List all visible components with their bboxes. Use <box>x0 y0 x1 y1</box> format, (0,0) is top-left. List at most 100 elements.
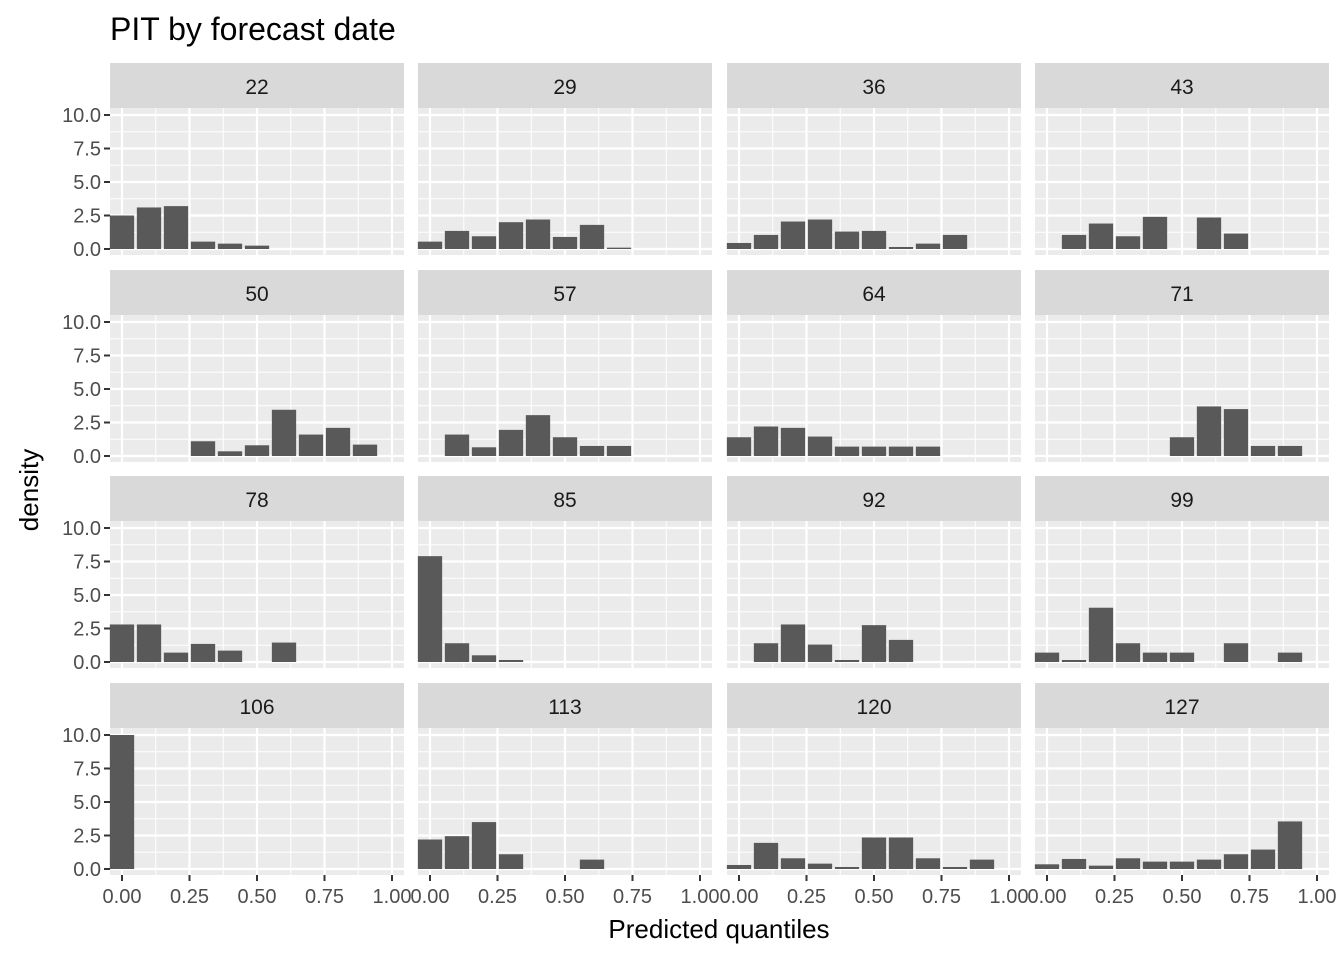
histogram-bar <box>861 446 887 456</box>
facet-strip <box>418 683 712 728</box>
facet-strip <box>110 476 404 521</box>
histogram-bar <box>444 230 470 249</box>
histogram-bar <box>888 446 914 456</box>
histogram-bar <box>498 222 524 249</box>
histogram-bar <box>1277 652 1303 662</box>
histogram-bar <box>190 241 216 249</box>
histogram-bar <box>726 437 752 456</box>
facet-strip-label: 78 <box>245 489 268 512</box>
x-tick-label: 0.25 <box>170 886 209 908</box>
histogram-bar <box>888 639 914 662</box>
y-tick-label: 2.5 <box>73 619 101 641</box>
histogram-bar <box>1115 643 1141 662</box>
histogram-bar <box>753 643 779 662</box>
histogram-bar <box>109 624 135 662</box>
histogram-bar <box>552 437 578 456</box>
histogram-bar <box>471 447 497 456</box>
y-tick-label: 0.0 <box>73 652 101 674</box>
facet-strip <box>1035 683 1329 728</box>
histogram-bar <box>1223 643 1249 662</box>
histogram-bar <box>807 436 833 456</box>
histogram-bar <box>417 839 443 869</box>
x-tick-label: 0.00 <box>411 886 450 908</box>
facet-strip <box>1035 476 1329 521</box>
histogram-bar <box>834 659 860 662</box>
histogram-bar <box>244 445 270 456</box>
histogram-bar <box>190 441 216 456</box>
histogram-bar <box>109 735 135 869</box>
histogram-bar <box>325 427 351 456</box>
histogram-bar <box>861 625 887 662</box>
facet-panel-106: 106 0.0 2.5 5.0 7.5 10.0 0.00 0.25 0.50 0.75 1.00 <box>62 683 411 908</box>
facet-strip <box>727 683 1021 728</box>
histogram-bar <box>1169 652 1195 662</box>
histogram-bar <box>753 842 779 869</box>
facet-panel-120: 120 0.00 0.25 0.50 0.75 1.00 <box>720 683 1029 908</box>
facet-panel-85: 85 <box>417 476 712 668</box>
y-tick-label: 5.0 <box>73 379 101 401</box>
facet-strip-label: 99 <box>1170 489 1193 512</box>
histogram-bar <box>471 236 497 249</box>
histogram-bar <box>217 451 243 456</box>
y-tick-label: 10.0 <box>62 518 101 540</box>
histogram-bar <box>1196 859 1222 869</box>
histogram-bar <box>271 642 297 662</box>
histogram-bar <box>471 822 497 869</box>
histogram-bar <box>969 859 995 869</box>
histogram-bar <box>1223 409 1249 456</box>
facet-strip-label: 85 <box>553 489 576 512</box>
histogram-bar <box>1061 858 1087 869</box>
histogram-bar <box>888 837 914 869</box>
histogram-bar <box>298 434 324 456</box>
facet-panel-71: 71 <box>1035 270 1329 462</box>
histogram-bar <box>271 409 297 456</box>
y-tick-label: 0.0 <box>73 239 101 261</box>
x-tick-label: 1.00 <box>1298 886 1337 908</box>
histogram-bar <box>1115 236 1141 249</box>
histogram-bar <box>726 242 752 249</box>
y-tick-label: 7.5 <box>73 139 101 161</box>
x-tick-label: 1.00 <box>373 886 412 908</box>
y-tick-label: 7.5 <box>73 346 101 368</box>
histogram-bar <box>861 230 887 249</box>
y-axis-label: density <box>14 449 44 531</box>
histogram-bar <box>780 427 806 456</box>
histogram-bar <box>552 236 578 249</box>
facet-panel-22: 22 0.0 2.5 5.0 7.5 10.0 <box>62 63 404 261</box>
facet-panel-43: 43 <box>1035 63 1329 255</box>
histogram-bar <box>807 863 833 869</box>
x-tick-label: 0.00 <box>720 886 759 908</box>
histogram-bar <box>444 836 470 869</box>
histogram-bar <box>915 446 941 456</box>
facet-panel-113: 113 0.00 0.25 0.50 0.75 1.00 <box>411 683 720 908</box>
x-tick-label: 1.00 <box>990 886 1029 908</box>
histogram-bar <box>471 655 497 662</box>
histogram-bar <box>525 415 551 456</box>
histogram-bar <box>579 859 605 869</box>
facet-strip-label: 29 <box>553 76 576 99</box>
histogram-bar <box>109 215 135 249</box>
y-tick-label: 7.5 <box>73 759 101 781</box>
histogram-bar <box>780 221 806 249</box>
facet-panel-50: 50 0.0 2.5 5.0 7.5 10.0 <box>62 270 404 468</box>
histogram-bar <box>834 231 860 249</box>
histogram-bar <box>1250 849 1276 869</box>
facet-strip-label: 43 <box>1170 76 1193 99</box>
histogram-bar <box>163 206 189 249</box>
facet-panel-92: 92 <box>727 476 1021 668</box>
y-tick-label: 10.0 <box>62 312 101 334</box>
facet-strip-label: 64 <box>862 283 886 306</box>
x-tick-label: 0.50 <box>238 886 277 908</box>
facet-grid: 220.02.55.07.510.029 36 43500.02.55.07.510… <box>62 63 1336 908</box>
histogram-bar <box>136 624 162 662</box>
facet-strip <box>418 63 712 108</box>
histogram-bar <box>780 624 806 662</box>
histogram-bar <box>444 434 470 456</box>
x-tick-label: 0.00 <box>103 886 142 908</box>
histogram-bar <box>417 556 443 662</box>
histogram-bar <box>606 445 632 456</box>
histogram-bar <box>579 445 605 456</box>
histogram-bar <box>915 858 941 869</box>
x-tick-label: 1.00 <box>681 886 720 908</box>
